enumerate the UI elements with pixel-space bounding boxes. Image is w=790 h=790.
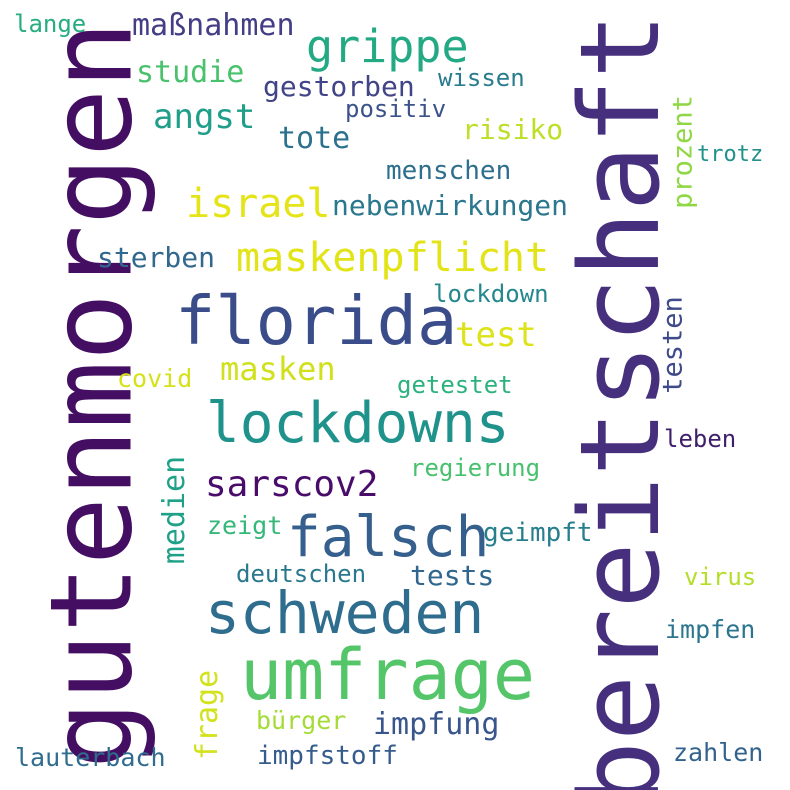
word-impfstoff: impfstoff	[257, 741, 398, 771]
word-lockdowns: lockdowns	[206, 391, 510, 456]
word-sarscov2: sarscov2	[205, 464, 379, 505]
word-medien: medien	[157, 455, 192, 565]
word-getestet: getestet	[397, 371, 513, 399]
word-lockdown: lockdown	[433, 280, 549, 308]
word-masken: masken	[220, 350, 336, 388]
word-bereitschaft: bereitschaft	[556, 12, 684, 790]
word-test: test	[455, 315, 537, 355]
word-deutschen: deutschen	[236, 560, 367, 588]
word-tests: tests	[410, 559, 495, 592]
word-risiko: risiko	[462, 113, 564, 146]
word-angst: angst	[153, 97, 256, 137]
word-virus: virus	[684, 563, 757, 591]
word-umfrage: umfrage	[240, 634, 536, 716]
word-positiv: positiv	[345, 95, 447, 123]
word-zahlen: zahlen	[673, 738, 764, 767]
word-florida: florida	[175, 282, 458, 360]
word-gutenmorgen: gutenmorgen	[25, 20, 158, 770]
word-tote: tote	[278, 121, 351, 156]
word-geimpft: geimpft	[483, 518, 593, 548]
word-zeigt: zeigt	[207, 511, 283, 540]
word-wissen: wissen	[438, 64, 525, 92]
word-impfung: impfung	[373, 707, 500, 742]
word-lauterbach: lauterbach	[15, 743, 166, 772]
word-israel: israel	[186, 181, 331, 227]
word-lange: lange	[14, 10, 87, 38]
word-massnahmen: maßnahmen	[132, 8, 295, 43]
word-regierung: regierung	[410, 454, 541, 482]
word-leben: leben	[664, 425, 737, 453]
word-schweden: schweden	[205, 579, 485, 647]
word-buerger: bürger	[256, 706, 347, 735]
word-studie: studie	[136, 55, 245, 90]
word-grippe: grippe	[306, 20, 469, 73]
word-maskenpflicht: maskenpflicht	[236, 235, 550, 281]
word-frage: frage	[190, 669, 225, 761]
word-testen: testen	[657, 296, 689, 394]
word-menschen: menschen	[386, 156, 512, 186]
word-prozent: prozent	[667, 95, 699, 209]
word-covid: covid	[117, 364, 193, 393]
word-nebenwirkungen: nebenwirkungen	[332, 189, 569, 222]
word-falsch: falsch	[287, 505, 490, 570]
word-trotz: trotz	[697, 142, 764, 167]
word-impfen: impfen	[665, 615, 756, 644]
word-gestorben: gestorben	[263, 70, 415, 103]
word-sterben: sterben	[97, 241, 216, 274]
